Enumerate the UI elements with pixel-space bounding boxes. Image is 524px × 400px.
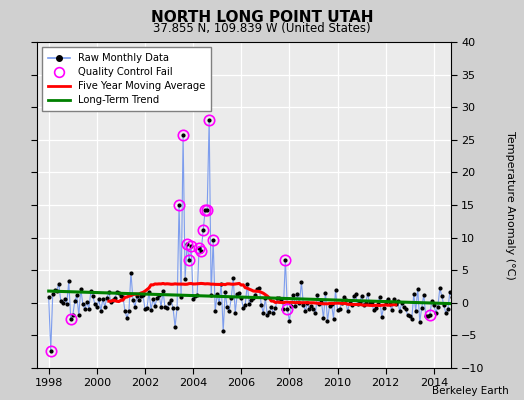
Y-axis label: Temperature Anomaly (°C): Temperature Anomaly (°C) — [505, 131, 515, 279]
Text: 37.855 N, 109.839 W (United States): 37.855 N, 109.839 W (United States) — [153, 22, 371, 35]
Text: Berkeley Earth: Berkeley Earth — [432, 386, 508, 396]
Legend: Raw Monthly Data, Quality Control Fail, Five Year Moving Average, Long-Term Tren: Raw Monthly Data, Quality Control Fail, … — [42, 47, 211, 111]
Text: NORTH LONG POINT UTAH: NORTH LONG POINT UTAH — [151, 10, 373, 25]
